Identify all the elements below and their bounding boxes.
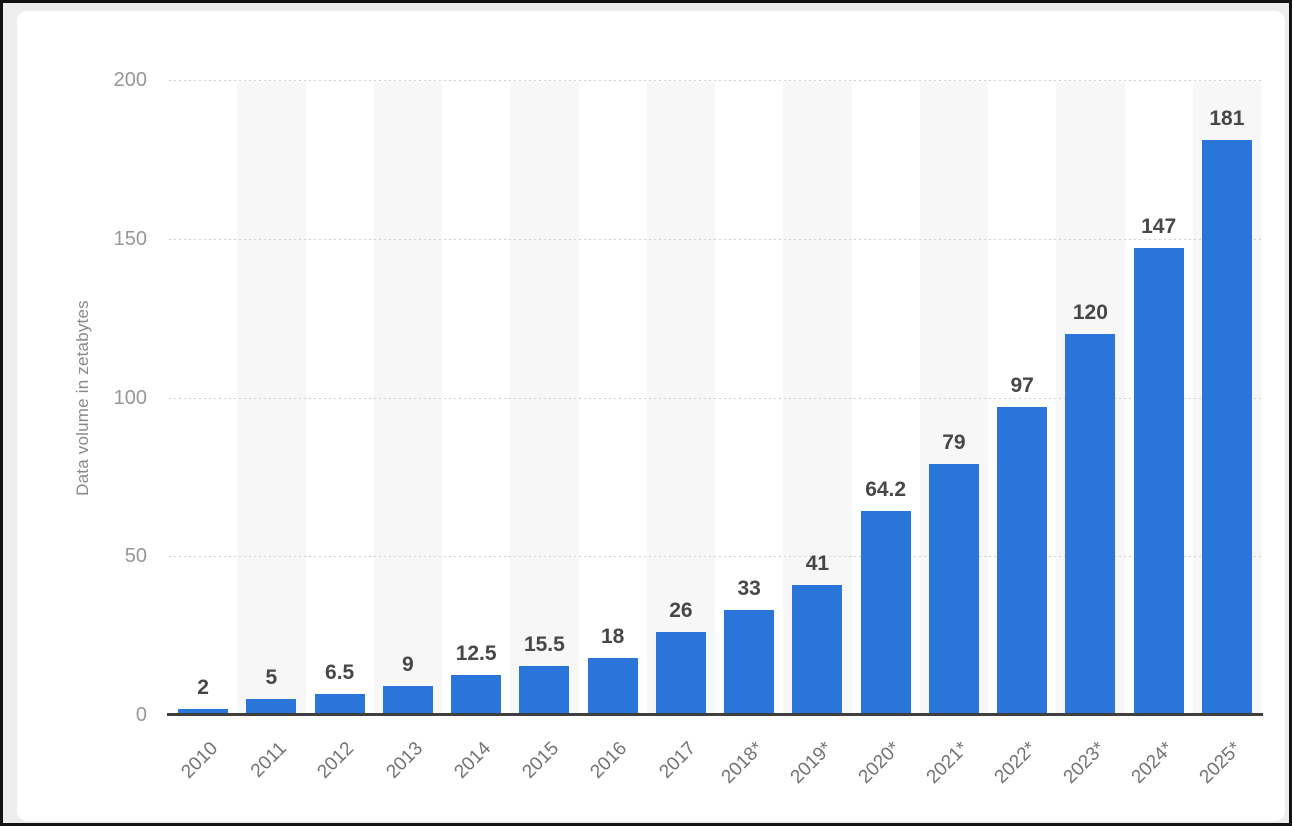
- bar-value-2020*: 64.2: [865, 478, 907, 502]
- bar-2013[interactable]: [382, 686, 433, 715]
- gridline-50: [169, 556, 1261, 558]
- y-tick-200: 200: [113, 69, 147, 91]
- bar-value-2021*: 79: [942, 431, 966, 455]
- column-band-2015: [510, 82, 579, 715]
- bar-2021*[interactable]: [928, 464, 979, 715]
- x-label-2014: 2014: [450, 738, 495, 783]
- bar-2019*[interactable]: [792, 584, 843, 715]
- x-label-2010: 2010: [177, 738, 222, 783]
- gridline-200: [169, 80, 1261, 81]
- bar-value-2017: 26: [669, 599, 693, 623]
- x-label-2022*: 2022*: [991, 738, 1041, 788]
- bar-2020*[interactable]: [860, 511, 911, 715]
- x-label-2024*: 2024*: [1127, 738, 1178, 788]
- bar-value-2015: 15.5: [523, 632, 565, 656]
- bar-2025*[interactable]: [1201, 140, 1252, 715]
- x-label-2018*: 2018*: [718, 738, 768, 788]
- x-label-2019*: 2019*: [786, 738, 837, 788]
- x-label-2012: 2012: [313, 738, 359, 783]
- y-tick-100: 100: [113, 386, 147, 409]
- bar-value-2023*: 120: [1072, 301, 1108, 324]
- x-label-2013: 2013: [381, 738, 427, 783]
- bar-2017[interactable]: [655, 632, 706, 715]
- bar-value-2024*: 147: [1141, 215, 1177, 239]
- bar-2024*[interactable]: [1133, 248, 1184, 715]
- bar-value-2022*: 97: [1010, 374, 1034, 398]
- x-label-2023*: 2023*: [1059, 738, 1110, 788]
- bar-value-2016: 18: [600, 624, 625, 648]
- x-axis-line: [167, 713, 1263, 716]
- bar-value-2019*: 41: [805, 551, 830, 575]
- bar-2018*[interactable]: [724, 610, 775, 715]
- column-band-2017: [646, 82, 715, 715]
- bar-value-2018*: 33: [737, 577, 761, 601]
- x-label-2020*: 2020*: [854, 738, 905, 788]
- bar-2011[interactable]: [246, 699, 297, 715]
- x-label-2025*: 2025*: [1195, 738, 1246, 788]
- bar-2022*[interactable]: [997, 407, 1048, 715]
- bar-2023*[interactable]: [1065, 334, 1116, 715]
- bar-2010[interactable]: [178, 708, 229, 715]
- bar-value-2011: 5: [265, 666, 278, 690]
- x-label-2011: 2011: [246, 738, 291, 782]
- gridline-100: [169, 397, 1261, 399]
- bar-2014[interactable]: [451, 675, 502, 715]
- y-tick-150: 150: [113, 227, 147, 250]
- bar-value-2010: 2: [197, 675, 209, 699]
- gridline-150: [169, 238, 1261, 240]
- plot-area: 0 50 100 150 200 2 5 6.5 9 12.5 15.5 18 26 33 41 64.2 7…: [114, 69, 1263, 788]
- bar-value-2014: 12.5: [455, 642, 497, 666]
- bar-2016[interactable]: [587, 657, 638, 715]
- x-label-2017: 2017: [654, 738, 700, 783]
- y-tick-50: 50: [124, 545, 147, 568]
- x-label-2021*: 2021*: [922, 738, 973, 788]
- bar-value-2025*: 181: [1209, 107, 1245, 131]
- bar-value-2013: 9: [402, 653, 414, 677]
- x-label-2015: 2015: [518, 738, 564, 783]
- column-band-2011: [237, 82, 306, 715]
- x-label-2016: 2016: [586, 738, 632, 783]
- y-tick-0: 0: [135, 704, 147, 726]
- bar-2015[interactable]: [519, 665, 570, 715]
- bar-2012[interactable]: [314, 694, 365, 715]
- column-band-2013: [373, 82, 442, 715]
- bar-value-2012: 6.5: [325, 661, 355, 685]
